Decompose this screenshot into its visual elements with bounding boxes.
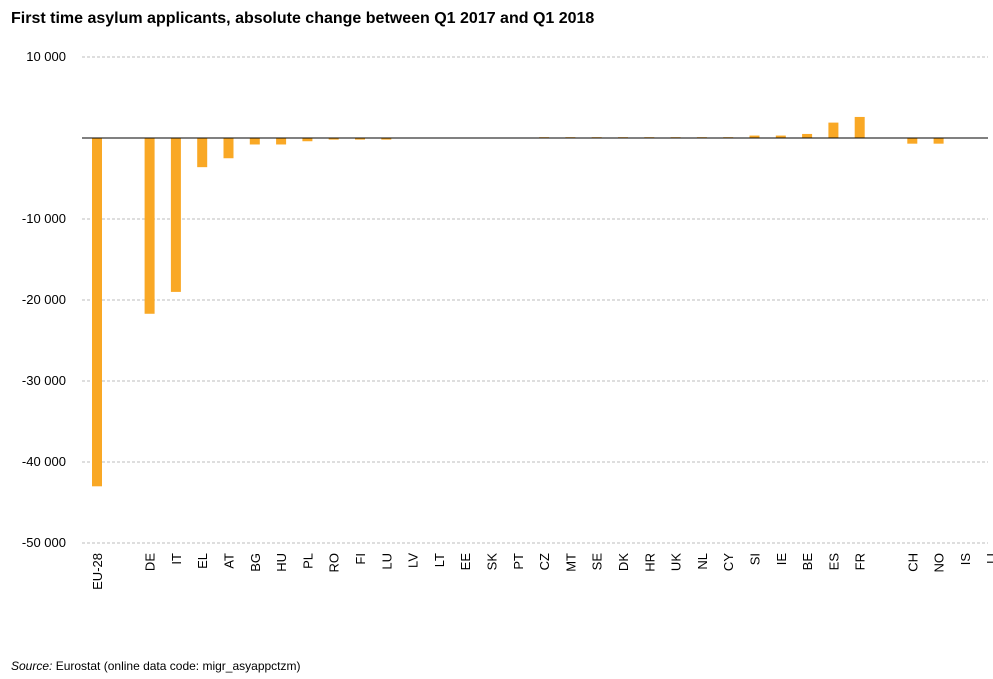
x-category-label: PT [511, 553, 526, 570]
x-category-label: BG [248, 553, 263, 572]
source-label: Source: [11, 659, 53, 673]
bar [170, 138, 181, 292]
x-category-label: LV [406, 553, 421, 568]
y-axis-tick-labels: 10 000 -10 000 -20 000 -30 000 -40 000 -50 00… [22, 49, 66, 550]
x-category-label: IT [169, 553, 184, 565]
x-category-label: IS [958, 553, 973, 566]
bars [92, 116, 944, 487]
bar [381, 138, 392, 140]
x-category-label: SK [485, 553, 500, 571]
bar [802, 133, 813, 138]
x-category-label: CH [905, 553, 920, 572]
chart-title: First time asylum applicants, absolute c… [11, 10, 595, 27]
x-category-label: CZ [537, 553, 552, 570]
x-category-label: CY [721, 553, 736, 571]
x-category-label: NO [932, 553, 947, 573]
x-axis-category-labels: EU-28 DE IT EL AT BG HU PL RO FI LU LV LT EE SK PT CZ MT S… [90, 553, 993, 590]
x-category-label: EE [458, 553, 473, 571]
x-category-label: NL [695, 553, 710, 570]
source-text: Eurostat (online data code: migr_asyappc… [55, 659, 301, 673]
bar [933, 138, 944, 144]
x-category-label: HU [274, 553, 289, 572]
x-category-label: FR [853, 553, 868, 570]
x-category-label: EU-28 [90, 553, 105, 590]
bar [276, 138, 287, 145]
x-category-label: LI [984, 553, 993, 564]
x-category-label: DE [143, 553, 158, 571]
source-note: Source: Eurostat (online data code: migr… [11, 659, 301, 673]
gridlines [82, 56, 988, 544]
bar [249, 138, 260, 145]
bar [828, 122, 839, 138]
y-tick-label: -40 000 [22, 454, 66, 469]
y-tick-label: -50 000 [22, 535, 66, 550]
bar [144, 138, 155, 314]
bar [92, 138, 102, 487]
bar [775, 135, 786, 138]
x-category-label: PL [300, 553, 315, 569]
x-category-label: EL [195, 553, 210, 569]
x-category-label: LU [379, 553, 394, 570]
x-category-label: MT [563, 553, 578, 572]
y-tick-label: -20 000 [22, 292, 66, 307]
x-category-label: DK [616, 553, 631, 571]
y-tick-label: 10 000 [26, 49, 66, 64]
y-tick-label: -30 000 [22, 373, 66, 388]
x-category-label: BE [800, 553, 815, 571]
x-category-label: FI [353, 553, 368, 565]
x-category-label: ES [826, 553, 841, 571]
x-category-label: UK [669, 553, 684, 571]
x-category-label: IE [774, 553, 789, 566]
x-category-label: AT [222, 553, 237, 569]
x-category-label: LT [432, 553, 447, 567]
bar [223, 138, 234, 159]
bar [302, 138, 313, 142]
bar [197, 138, 208, 168]
x-category-label: SE [590, 553, 605, 571]
x-category-label: HR [642, 553, 657, 572]
x-category-label: SI [748, 553, 763, 565]
bar [749, 135, 760, 138]
bar [355, 138, 365, 140]
bar [854, 116, 865, 138]
bar [328, 138, 339, 140]
bar [907, 138, 918, 144]
y-tick-label: -10 000 [22, 211, 66, 226]
x-category-label: RO [327, 553, 342, 573]
